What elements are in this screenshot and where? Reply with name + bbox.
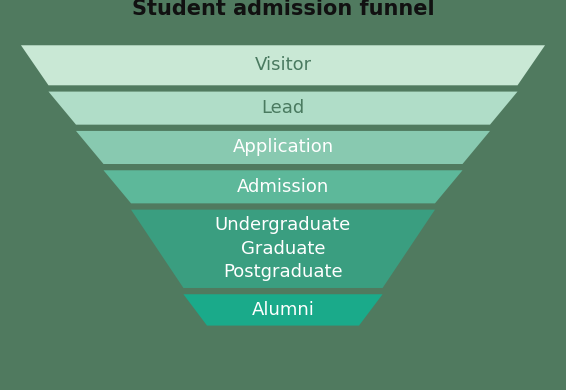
Polygon shape: [104, 170, 462, 203]
Polygon shape: [131, 210, 435, 288]
Text: Application: Application: [233, 138, 333, 156]
Polygon shape: [76, 131, 490, 164]
Polygon shape: [21, 45, 545, 85]
Text: Alumni: Alumni: [251, 301, 315, 319]
Text: Student admission funnel: Student admission funnel: [132, 0, 434, 19]
Polygon shape: [183, 294, 383, 326]
Text: Visitor: Visitor: [255, 56, 311, 74]
Text: Undergraduate
Graduate
Postgraduate: Undergraduate Graduate Postgraduate: [215, 216, 351, 282]
Text: Admission: Admission: [237, 178, 329, 196]
Polygon shape: [49, 92, 517, 125]
Text: Lead: Lead: [261, 99, 305, 117]
